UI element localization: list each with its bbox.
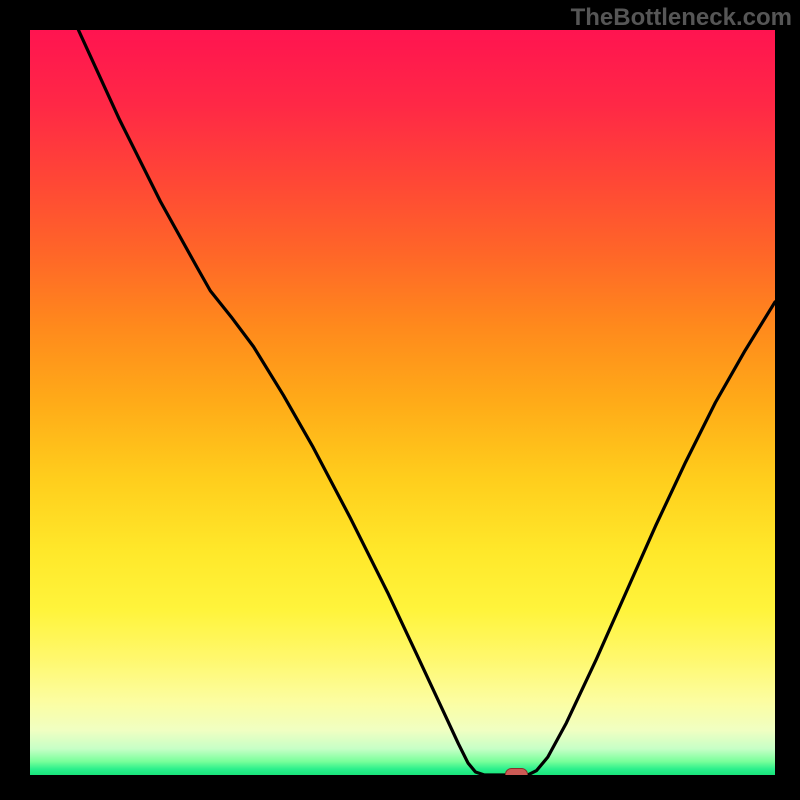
watermark-label: TheBottleneck.com [571,4,792,32]
gradient-background [30,30,775,775]
plot-area [30,30,775,775]
chart-frame: TheBottleneck.com [0,0,800,800]
optimum-marker [505,769,527,776]
plot-svg [30,30,775,775]
